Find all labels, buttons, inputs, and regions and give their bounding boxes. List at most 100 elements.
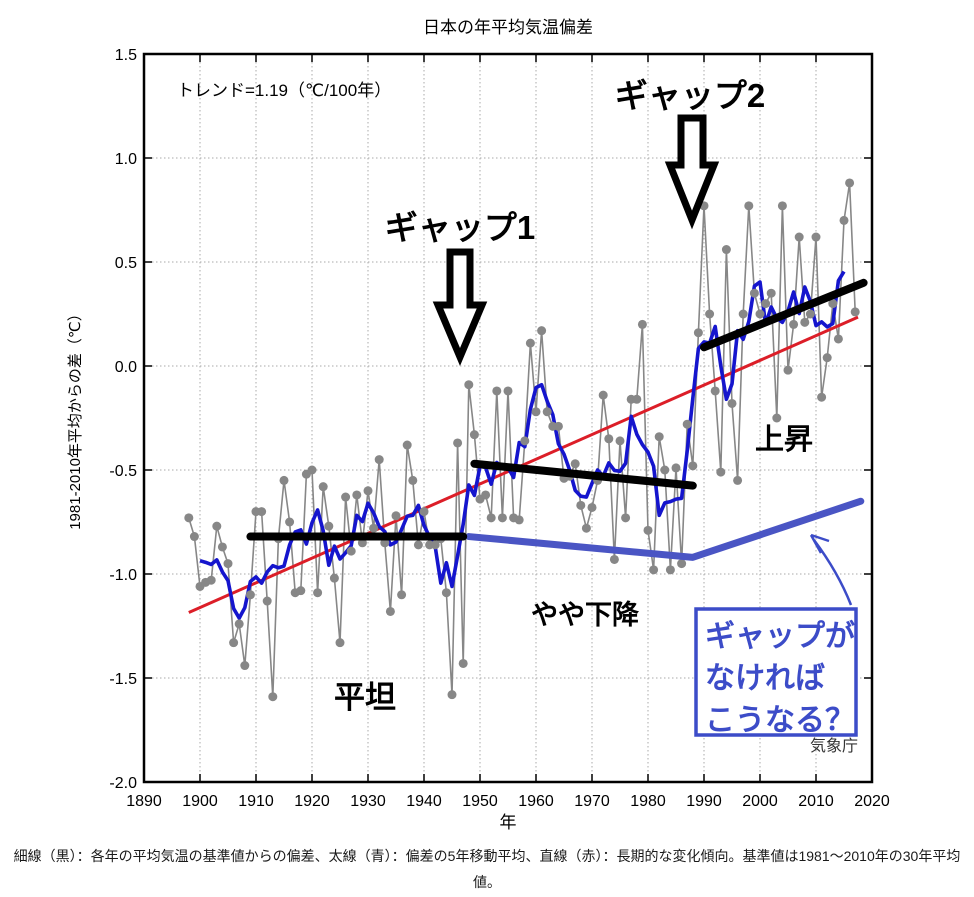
yearly-anomaly-dot (688, 461, 698, 471)
yearly-anomaly-dot (749, 288, 759, 298)
gap1-label: ギャップ1 (385, 209, 535, 246)
yearly-anomaly-dot (800, 317, 810, 327)
era-label-slight-decline: やや下降 (531, 600, 640, 630)
yearly-anomaly-dot (206, 575, 216, 585)
yearly-anomaly-dot (649, 565, 659, 575)
yearly-anomaly-dot (772, 413, 782, 423)
yearly-anomaly-dot (828, 299, 838, 309)
y-tick-label: -1.5 (109, 671, 137, 688)
yearly-anomaly-dot (570, 459, 580, 469)
yearly-anomaly-dot (257, 507, 267, 517)
y-tick-label: 1.5 (115, 47, 137, 64)
gap2-down-arrow-icon (664, 114, 720, 230)
yearly-anomaly-dot (374, 455, 384, 465)
yearly-anomaly-dot (492, 386, 502, 396)
yearly-anomaly-dot (615, 436, 625, 446)
yearly-anomaly-dot (402, 440, 412, 450)
x-tick-label: 1960 (518, 793, 554, 810)
yearly-anomaly-dot (525, 338, 535, 348)
yearly-anomaly-dot (318, 482, 328, 492)
yearly-anomaly-dot (789, 319, 799, 329)
yearly-anomaly-dot (217, 542, 227, 552)
x-tick-label: 2020 (854, 793, 890, 810)
callout-line-2: なければ (705, 662, 825, 695)
yearly-anomaly-dot (486, 513, 496, 523)
gap1-down-arrow-icon (432, 248, 488, 366)
yearly-anomaly-dot (727, 398, 737, 408)
callout-arrow-head-icon (809, 533, 830, 554)
x-tick-label: 1910 (238, 793, 274, 810)
axis-tick-labels: 1890 1900 1910 1920 1930 1940 1950 1960 1970 1980… (109, 47, 889, 810)
x-tick-label: 1900 (182, 793, 218, 810)
yearly-anomaly-dot (229, 638, 239, 648)
no-gap-callout: ギャップが なければ こうなる？ (694, 533, 858, 737)
yearly-anomaly-dot (839, 215, 849, 225)
yearly-anomaly-dot (755, 309, 765, 319)
caption-line-2: 値。 (473, 874, 501, 890)
y-tick-label: -1.0 (109, 567, 137, 584)
yearly-anomaly-dot (581, 523, 591, 533)
yearly-anomaly-dot (313, 588, 323, 598)
era-segment-line (700, 278, 868, 352)
yearly-anomaly-dot (189, 532, 199, 542)
yearly-anomaly-dot (397, 590, 407, 600)
yearly-anomaly-dot (761, 299, 771, 309)
yearly-anomaly-dot (419, 507, 429, 517)
y-tick-label: 0.0 (115, 359, 137, 376)
x-tick-label: 1980 (630, 793, 666, 810)
callout-line-3: こうなる？ (705, 704, 855, 737)
yearly-anomaly-dot (783, 365, 793, 375)
yearly-anomaly-dot (805, 309, 815, 319)
yearly-anomaly-dot (576, 500, 586, 510)
yearly-anomaly-dot (363, 486, 373, 496)
yearly-anomaly-dot (654, 432, 664, 442)
era-label-rise: 上昇 (755, 423, 813, 456)
yearly-anomaly-dot (245, 590, 255, 600)
y-axis-title: 1981-2010年平均からの差（℃） (67, 306, 84, 530)
yearly-anomaly-dot (833, 334, 843, 344)
yearly-anomaly-dot (637, 319, 647, 329)
yearly-anomaly-dot (542, 407, 552, 417)
callout-box (694, 607, 858, 737)
chart-title: 日本の年平均気温偏差 (423, 18, 593, 37)
yearly-anomaly-dot (817, 392, 827, 402)
yearly-anomaly-dot (665, 565, 675, 575)
yearly-anomaly-dot (447, 690, 457, 700)
yearly-anomaly-dot (671, 463, 681, 473)
yearly-anomaly-dot (822, 353, 832, 363)
yearly-anomaly-dot (537, 326, 547, 336)
yearly-anomaly-dot (531, 407, 541, 417)
yearly-anomaly-dot (385, 606, 395, 616)
yearly-anomaly-dot (497, 513, 507, 523)
no-gap-alternative-line (465, 497, 865, 561)
era-label-flat: 平坦 (334, 680, 396, 715)
yearly-anomaly-dot (811, 232, 821, 242)
yearly-anomaly-dot (408, 475, 418, 485)
yearly-anomaly-dot (682, 419, 692, 429)
yearly-anomaly-dot (212, 521, 222, 531)
y-tick-label: 0.5 (115, 255, 137, 272)
yearly-anomaly-dot (632, 394, 642, 404)
x-tick-label: 1920 (294, 793, 330, 810)
callout-line-1: ギャップが (705, 619, 855, 653)
yearly-anomaly-dot (296, 586, 306, 596)
yearly-anomaly-dot (643, 525, 653, 535)
yearly-anomaly-dot (184, 513, 194, 523)
y-tick-label: 1.0 (115, 151, 137, 168)
x-tick-label: 1990 (686, 793, 722, 810)
x-tick-label: 1890 (126, 793, 162, 810)
yearly-anomaly-dot (850, 307, 860, 317)
yearly-anomaly-dot (464, 380, 474, 390)
plot-frame (142, 52, 874, 784)
yearly-anomaly-dot (391, 511, 401, 521)
yearly-anomaly-dot (503, 386, 513, 396)
source-credit: 気象庁 (810, 737, 858, 755)
x-tick-label: 1950 (462, 793, 498, 810)
yearly-anomaly-dot (716, 467, 726, 477)
yearly-anomaly-dot (710, 386, 720, 396)
x-tick-label: 2000 (742, 793, 778, 810)
y-tick-label: -2.0 (109, 775, 137, 792)
yearly-anomaly-dot (777, 201, 787, 211)
yearly-anomaly-dot (587, 502, 597, 512)
